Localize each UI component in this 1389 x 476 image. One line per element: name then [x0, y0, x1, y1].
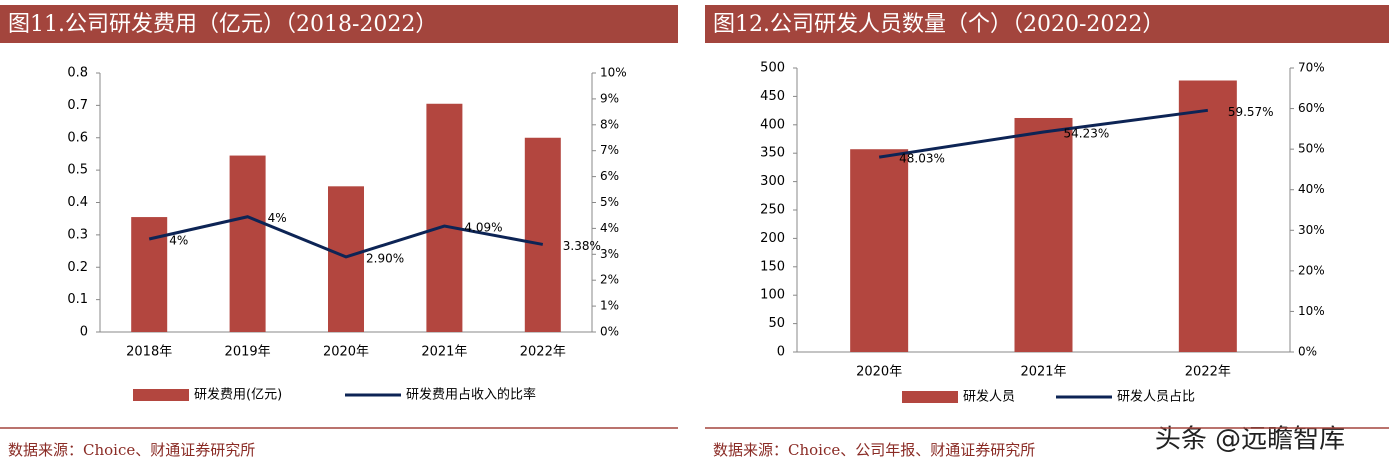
bar: [1014, 117, 1073, 352]
y-tick-label: 0.1: [67, 292, 88, 307]
legend-label: 研发费用(亿元): [194, 387, 282, 403]
y-tick-label: 400: [760, 117, 785, 132]
x-tick-label: 2020年: [323, 345, 369, 360]
y2-tick-label: 1%: [600, 299, 619, 313]
x-tick-label: 2021年: [1020, 365, 1066, 380]
bar: [131, 217, 168, 332]
y-tick-label: 0.2: [67, 260, 88, 275]
y2-tick-label: 9%: [600, 91, 619, 105]
chart-title: 图12.公司研发人员数量（个）（2020-2022）: [713, 12, 1164, 37]
y-tick-label: 350: [760, 146, 785, 161]
y2-tick-label: 4%: [600, 221, 619, 235]
y2-tick-label: 70%: [1298, 61, 1325, 75]
data-label: 4%: [268, 211, 287, 225]
y2-tick-label: 10%: [1298, 304, 1325, 318]
data-label: 3.38%: [563, 239, 601, 253]
legend-swatch: [133, 389, 189, 401]
bar: [229, 155, 266, 332]
line: [148, 215, 544, 259]
bar: [328, 186, 364, 332]
legend-label: 研发人员占比: [1117, 389, 1195, 405]
y-tick-label: 0: [777, 345, 785, 360]
y2-tick-label: 3%: [600, 247, 619, 261]
y-tick-label: 500: [760, 61, 785, 76]
y2-tick-label: 20%: [1298, 263, 1325, 277]
y2-tick-label: 5%: [600, 195, 619, 209]
title-bar: [705, 5, 1389, 43]
x-tick-label: 2020年: [856, 365, 902, 380]
source-note: 数据来源：Choice、公司年报、财通证券研究所: [713, 441, 1035, 459]
y2-tick-label: 60%: [1298, 101, 1325, 115]
bar: [850, 149, 909, 352]
data-label: 48.03%: [899, 152, 945, 166]
legend-swatch: [902, 391, 958, 403]
legend-label: 研发费用占收入的比率: [406, 387, 536, 403]
chart-title: 图11.公司研发费用（亿元）（2018-2022）: [8, 12, 437, 37]
y-tick-label: 100: [760, 288, 785, 303]
x-tick-label: 2021年: [421, 345, 467, 360]
bar: [524, 137, 561, 332]
x-tick-label: 2022年: [1185, 365, 1231, 380]
title-bar: [0, 5, 678, 43]
y-tick-label: 50: [768, 316, 785, 331]
y2-tick-label: 40%: [1298, 182, 1325, 196]
y-tick-label: 450: [760, 89, 785, 104]
bar: [426, 103, 463, 332]
y2-tick-label: 50%: [1298, 142, 1325, 156]
x-tick-label: 2018年: [126, 345, 172, 360]
y2-tick-label: 0%: [600, 325, 619, 339]
y2-tick-label: 6%: [600, 169, 619, 183]
source-note: 数据来源：Choice、财通证券研究所: [8, 441, 255, 459]
y-tick-label: 0.4: [67, 195, 88, 210]
y2-tick-label: 2%: [600, 273, 619, 287]
y2-tick-label: 8%: [600, 117, 619, 131]
y-tick-label: 0.5: [67, 163, 88, 178]
bar: [1178, 80, 1237, 352]
y-tick-label: 150: [760, 259, 785, 274]
y-tick-label: 250: [760, 203, 785, 218]
y-tick-label: 0.6: [67, 130, 88, 145]
data-label: 54.23%: [1064, 126, 1110, 140]
y-tick-label: 0.3: [67, 227, 88, 242]
y-tick-label: 0: [80, 325, 88, 340]
y-tick-label: 0.7: [67, 98, 88, 113]
y2-tick-label: 0%: [1298, 345, 1317, 359]
y-tick-label: 0.8: [67, 66, 88, 81]
y-tick-label: 200: [760, 231, 785, 246]
line: [878, 108, 1209, 159]
legend-label: 研发人员: [963, 389, 1015, 405]
y-tick-label: 300: [760, 174, 785, 189]
y2-tick-label: 30%: [1298, 223, 1325, 237]
y2-tick-label: 10%: [600, 66, 627, 80]
x-tick-label: 2022年: [520, 345, 566, 360]
data-label: 59.57%: [1228, 105, 1274, 119]
data-label: 2.90%: [366, 251, 404, 265]
watermark: 头条 @远瞻智库: [1155, 425, 1345, 455]
data-label: 4.09%: [464, 221, 502, 235]
data-label: 4%: [169, 234, 188, 248]
y2-tick-label: 7%: [600, 143, 619, 157]
x-tick-label: 2019年: [225, 345, 271, 360]
